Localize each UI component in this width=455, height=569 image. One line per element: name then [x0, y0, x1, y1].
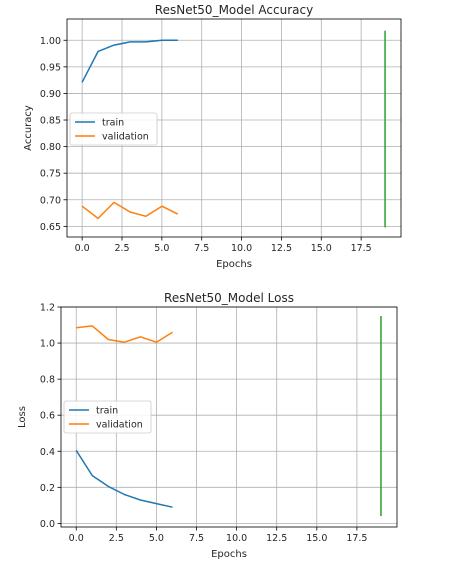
y-tick-label: 0.80 [40, 142, 61, 153]
x-axis-label: Epochs [216, 259, 252, 270]
legend-label-train: train [102, 118, 124, 129]
chart-panel-2: 0.0 2.5 5.0 7.5 10.0 12.5 15.0 17.5 0.0 0.2 0.4 0.6… [17, 291, 398, 560]
y-tick-label: 0.65 [40, 222, 61, 233]
y-tick-label: 0.4 [40, 447, 55, 458]
y-tick-label: 0.85 [40, 116, 61, 127]
x-tick-label: 7.5 [189, 533, 204, 544]
y-tick-label: 0.95 [40, 62, 61, 73]
x-tick-label: 10.0 [231, 243, 252, 254]
y-axis-label: Loss [17, 406, 28, 428]
legend: train validation [63, 400, 152, 434]
axes-frame [66, 18, 402, 238]
series-line-validation [76, 325, 173, 343]
x-axis-label: Epochs [211, 549, 247, 560]
legend-label-validation: validation [96, 420, 143, 431]
x-tick-label: 7.5 [194, 243, 209, 254]
y-tick-label: 0.70 [40, 195, 61, 206]
series-line-train [75, 449, 173, 508]
series-line-train [81, 39, 178, 83]
series-line-validation [81, 201, 179, 220]
y-axis-label: Accuracy [23, 105, 34, 151]
x-tick-label: 15.0 [306, 533, 327, 544]
x-tick-label: 15.0 [311, 243, 332, 254]
chart-title: ResNet50_Model Accuracy [155, 3, 313, 17]
y-tick-label: 0.8 [40, 375, 55, 386]
chart-panel-1: 0.0 2.5 5.0 7.5 10.0 12.5 15.0 17.5 0.65 0.70 0.75… [23, 3, 402, 270]
chart-title: ResNet50_Model Loss [164, 291, 294, 305]
legend-label-train: train [96, 406, 118, 417]
legend-box [69, 112, 158, 146]
y-tick-label: 1.2 [40, 303, 55, 314]
y-tick-label: 1.0 [40, 339, 55, 350]
y-tick-label: 0.6 [40, 411, 55, 422]
x-tick-label: 10.0 [226, 533, 247, 544]
y-tick-label: 0.90 [40, 89, 61, 100]
x-tick-label: 0.0 [75, 243, 90, 254]
y-tick-label: 1.00 [40, 36, 61, 47]
x-tick-label: 5.0 [154, 243, 169, 254]
x-tick-label: 0.0 [69, 533, 84, 544]
y-tick-label: 0.2 [40, 483, 55, 494]
y-tick-label: 0.75 [40, 169, 61, 180]
x-tick-label: 5.0 [149, 533, 164, 544]
x-tick-label: 17.5 [351, 243, 372, 254]
y-tick-label: 0.0 [40, 519, 55, 530]
x-tick-label: 2.5 [114, 243, 129, 254]
x-tick-label: 12.5 [266, 533, 287, 544]
x-tick-label: 17.5 [346, 533, 367, 544]
legend-label-validation: validation [102, 132, 149, 143]
x-tick-label: 2.5 [109, 533, 124, 544]
x-tick-label: 12.5 [271, 243, 292, 254]
legend-box [63, 400, 152, 434]
axes-frame [60, 306, 398, 528]
legend: train validation [69, 112, 158, 146]
